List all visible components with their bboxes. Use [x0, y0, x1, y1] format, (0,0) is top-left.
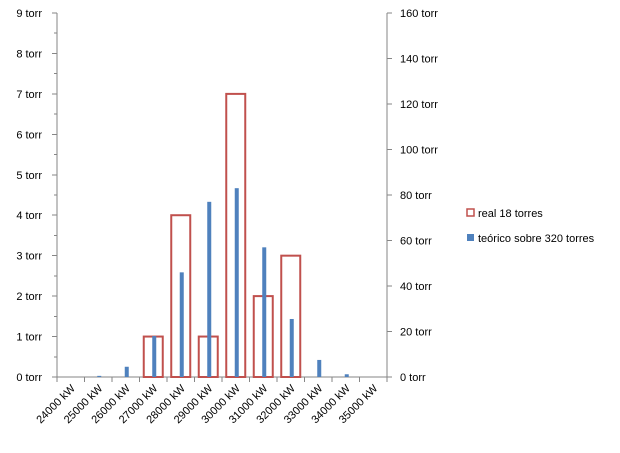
y-secondary-tick-label: 40 torr [400, 281, 432, 293]
bar-teorico-6 [234, 188, 239, 377]
y-secondary-tick-label: 140 torr [400, 54, 438, 66]
axes [52, 12, 392, 382]
y-primary-tick-label: 0 torr [16, 372, 42, 384]
legend-label-real: real 18 torres [478, 208, 543, 220]
y-secondary-tick-label: 120 torr [400, 99, 438, 111]
y-primary-tick-label: 2 torr [16, 291, 42, 303]
bars [97, 92, 349, 379]
bar-teorico-5 [207, 201, 212, 377]
tick-labels: 0 torr 1 torr 2 torr 3 torr 4 torr 5 torr 6 to… [16, 8, 438, 426]
bar-teorico-8 [289, 318, 294, 377]
legend: real 18 torres teórico sobre 320 torres [466, 208, 595, 245]
y-secondary-tick-label: 100 torr [400, 145, 438, 157]
y-secondary-tick-label: 20 torr [400, 327, 432, 339]
y-primary-tick-label: 4 torr [16, 210, 42, 222]
legend-label-teorico: teórico sobre 320 torres [478, 233, 595, 245]
bar-teorico-1 [97, 375, 102, 377]
y-primary-tick-label: 6 torr [16, 129, 42, 141]
bar-teorico-4 [179, 272, 184, 377]
bar-teorico-10 [344, 374, 349, 377]
bar-teorico-9 [317, 359, 322, 377]
legend-swatch-teorico [467, 234, 474, 241]
y-secondary-tick-label: 0 torr [400, 372, 426, 384]
y-primary-tick-label: 8 torr [16, 48, 42, 60]
y-secondary-tick-label: 80 torr [400, 190, 432, 202]
y-primary-tick-label: 7 torr [16, 89, 42, 101]
y-primary-tick-label: 5 torr [16, 170, 42, 182]
y-primary-tick-label: 9 torr [16, 8, 42, 20]
y-secondary-tick-label: 160 torr [400, 8, 438, 20]
bar-teorico-7 [262, 247, 267, 377]
y-secondary-tick-label: 60 torr [400, 236, 432, 248]
y-primary-tick-label: 3 torr [16, 251, 42, 263]
bar-teorico-3 [152, 336, 157, 377]
y-primary-tick-label: 1 torr [16, 332, 42, 344]
bar-teorico-2 [124, 366, 129, 377]
legend-swatch-real [466, 208, 475, 217]
